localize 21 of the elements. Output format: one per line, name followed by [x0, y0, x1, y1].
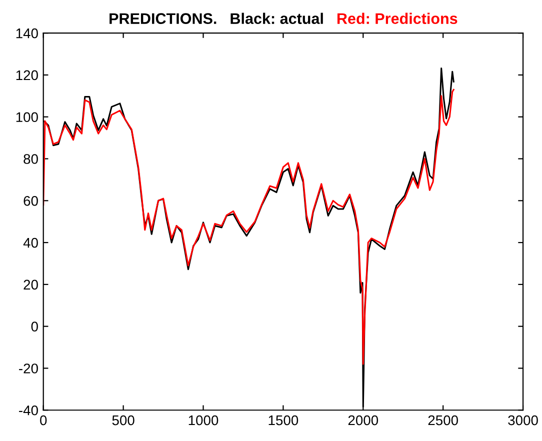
x-tick-label: 0 — [40, 415, 47, 426]
text: Black: actual — [230, 12, 323, 24]
y-tick-label: 0 — [31, 322, 38, 332]
y-tick-label: -20 — [19, 364, 38, 374]
y-tick-label: 100 — [16, 112, 38, 122]
x-tick-label: 500 — [112, 415, 134, 426]
y-tick-label: 80 — [24, 154, 38, 164]
x-tick-label: 2000 — [348, 415, 378, 426]
x-tick-label: 1000 — [188, 415, 218, 426]
y-tick-label: 140 — [16, 28, 38, 38]
chart-title: PREDICTIONS. — [110, 13, 216, 24]
y-tick-label: 120 — [16, 70, 38, 80]
y-tick-label: 40 — [23, 238, 38, 248]
line-series — [43, 88, 454, 365]
x-tick-label: 1500 — [268, 415, 298, 426]
y-tick-label: -40 — [19, 405, 38, 416]
x-tick-label: 3000 — [508, 415, 538, 426]
x-tick-label: 2500 — [428, 415, 458, 426]
y-tick-label: 20 — [24, 280, 38, 290]
y-tick-label: 60 — [24, 196, 38, 206]
text: Red: Predictions — [337, 12, 458, 24]
